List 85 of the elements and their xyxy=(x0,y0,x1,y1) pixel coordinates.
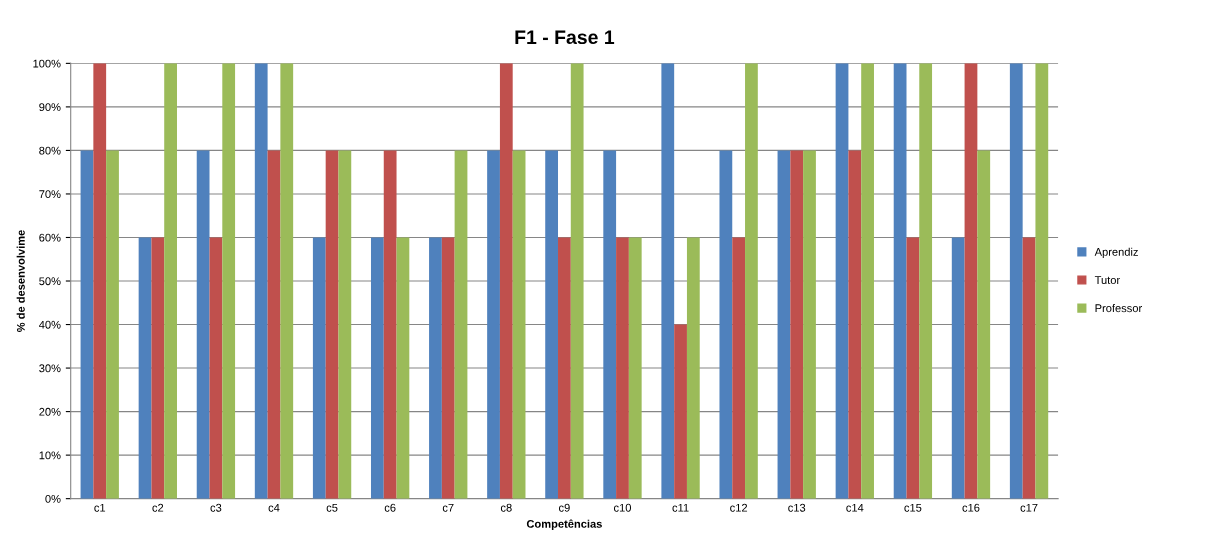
bar xyxy=(499,63,513,499)
bar xyxy=(138,237,152,499)
bar xyxy=(893,63,907,499)
x-tick-label: c10 xyxy=(613,503,631,512)
x-axis-title: Competências xyxy=(526,519,602,531)
y-tick-label: 40% xyxy=(39,320,61,329)
bar xyxy=(719,150,733,499)
bar xyxy=(906,237,920,499)
bar xyxy=(370,237,384,499)
bar xyxy=(280,63,294,499)
bar xyxy=(616,237,629,499)
bar xyxy=(312,237,326,499)
bar xyxy=(196,150,210,499)
x-tick-label: c13 xyxy=(788,503,806,512)
x-tick-label: c8 xyxy=(500,503,512,512)
y-tick-label: 60% xyxy=(39,233,61,242)
bar xyxy=(164,63,177,499)
bar xyxy=(209,237,223,499)
bar xyxy=(429,237,442,499)
bar xyxy=(745,63,758,499)
x-tick-label: c14 xyxy=(846,503,864,512)
bar xyxy=(803,150,816,499)
x-tick-label: c11 xyxy=(672,503,689,512)
legend-label: Professor xyxy=(1095,303,1142,313)
x-tick-label: c9 xyxy=(559,503,570,512)
bar xyxy=(396,237,410,499)
x-tick-label: c12 xyxy=(730,503,748,512)
bar xyxy=(848,150,862,499)
y-tick-label: 70% xyxy=(39,190,61,199)
x-tick-label: c2 xyxy=(152,503,164,512)
bar xyxy=(325,150,339,499)
x-tick-label: c7 xyxy=(442,503,454,512)
bar xyxy=(222,63,236,499)
y-tick-label: 50% xyxy=(39,277,61,286)
bar xyxy=(686,237,700,499)
bar xyxy=(441,237,455,499)
legend-label: Aprendiz xyxy=(1094,247,1138,259)
x-tick-label: c17 xyxy=(1020,503,1038,512)
x-tick-label: c3 xyxy=(210,503,222,512)
bar xyxy=(383,150,397,499)
y-tick-label: 30% xyxy=(39,364,61,373)
bar xyxy=(1009,63,1023,499)
bar xyxy=(558,237,571,499)
bar xyxy=(1022,237,1036,499)
bar xyxy=(545,150,559,499)
legend-label: Tutor xyxy=(1094,276,1120,284)
bar xyxy=(151,237,165,499)
bar xyxy=(674,324,687,499)
bar xyxy=(512,150,526,499)
x-tick-label: c16 xyxy=(962,503,980,512)
x-tick-label: c1 xyxy=(94,503,106,512)
y-tick-label: 0% xyxy=(45,494,61,503)
y-tick-label: 90% xyxy=(39,103,61,112)
bar xyxy=(1035,63,1049,499)
bar xyxy=(603,150,617,499)
y-tick-label: 100% xyxy=(33,59,61,68)
bar xyxy=(80,150,94,499)
bar xyxy=(454,150,468,499)
bar xyxy=(919,63,933,499)
y-tick-label: 20% xyxy=(39,407,61,416)
bar xyxy=(777,150,791,499)
chart-title: F1 - Fase 1 xyxy=(515,30,615,45)
bar xyxy=(861,63,874,499)
bar xyxy=(570,63,584,499)
y-tick-label: 10% xyxy=(39,451,61,460)
x-tick-label: c6 xyxy=(384,503,396,512)
y-tick-label: 80% xyxy=(39,146,61,155)
x-tick-label: c4 xyxy=(268,503,280,512)
bar xyxy=(790,150,804,499)
bar xyxy=(338,150,352,499)
bar xyxy=(487,150,500,499)
x-tick-label: c15 xyxy=(904,503,922,512)
bar xyxy=(964,63,978,499)
bar xyxy=(267,150,281,499)
x-tick-label: c5 xyxy=(326,503,338,512)
bar xyxy=(732,237,746,499)
bar xyxy=(93,63,107,499)
bar xyxy=(106,150,119,499)
y-axis-title: % de desenvolvime xyxy=(16,230,25,332)
bar xyxy=(951,237,965,499)
bar xyxy=(628,237,642,499)
bar xyxy=(661,63,675,499)
bar xyxy=(254,63,268,499)
bar xyxy=(977,150,991,499)
bar xyxy=(835,63,849,499)
